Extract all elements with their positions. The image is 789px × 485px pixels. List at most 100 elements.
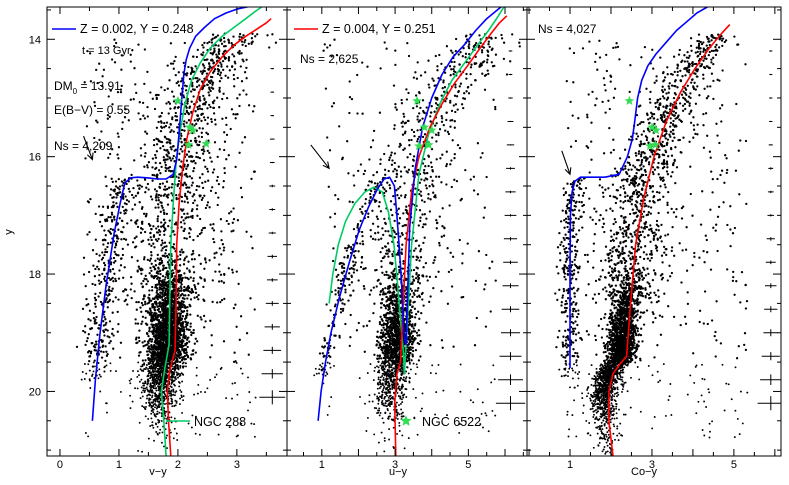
data-point [159,397,162,400]
data-point [94,283,97,287]
data-point [186,212,189,215]
data-point [137,43,140,46]
data-point [186,186,189,189]
data-point [123,116,127,119]
data-point [179,312,182,315]
data-point [156,398,159,401]
data-point [141,450,144,453]
data-point [157,334,160,337]
data-point [164,305,167,309]
data-point [247,42,250,45]
data-point [99,145,102,149]
data-point [167,253,171,256]
data-point [179,340,182,343]
data-point [172,390,175,393]
data-point [383,217,386,221]
data-point [155,356,158,359]
data-point [206,149,209,153]
data-point [167,263,171,266]
data-point [432,191,435,194]
data-point [183,200,186,203]
data-point [414,312,418,316]
data-point [206,116,210,119]
data-point [189,325,192,328]
data-point [377,399,380,402]
data-point [435,140,438,143]
data-point [166,342,169,345]
data-point [234,382,236,384]
data-point [178,385,181,388]
data-point [163,445,165,448]
data-point [423,133,427,136]
data-point [177,80,180,83]
data-point [206,204,209,207]
data-point [191,249,195,253]
data-point [166,187,169,191]
data-point [143,382,146,385]
data-point [190,258,194,261]
data-point [173,371,175,374]
data-point [147,390,150,393]
data-point [478,34,481,37]
data-point [148,224,152,227]
data-point [375,285,378,288]
data-point [196,105,199,109]
data-point [198,97,201,100]
data-point [198,104,201,107]
data-point [166,434,168,437]
data-point [106,205,110,208]
data-point [227,267,230,270]
data-point [183,222,186,225]
data-point [145,278,148,281]
data-point [134,194,138,198]
data-point [149,319,153,322]
data-point [155,176,159,179]
data-point [95,349,98,352]
data-point [159,305,163,308]
data-point [91,282,94,286]
data-point [159,363,162,366]
data-point [153,380,156,383]
data-point [130,173,133,177]
data-point [386,321,390,325]
data-point [216,72,220,76]
data-point [111,180,114,184]
error-bar [267,278,278,282]
data-point [321,362,324,365]
data-point [144,130,147,133]
data-point [141,268,144,271]
data-point [154,339,157,342]
data-point [245,332,249,335]
data-point [166,64,169,67]
data-point [225,123,228,127]
data-point [103,366,106,369]
data-point [213,256,216,259]
data-point [150,238,153,242]
data-point [162,368,165,371]
data-point [266,34,269,37]
data-point [163,126,166,129]
data-point [187,150,191,153]
data-point [271,33,274,36]
data-point [114,41,118,45]
data-point [159,129,163,133]
data-point [157,196,160,199]
data-point [136,370,139,373]
data-point [155,331,158,334]
data-point [169,431,172,434]
data-point [104,219,107,223]
data-point [105,402,108,405]
data-point [170,350,173,353]
data-point [141,359,145,362]
data-point [173,160,176,163]
data-point [157,237,160,241]
data-point [180,317,184,321]
data-point [438,244,441,247]
data-point [192,279,195,283]
data-point [212,51,215,54]
data-point [213,68,217,71]
data-point [163,314,166,317]
data-point [483,288,486,291]
data-point [420,194,423,197]
data-point [226,76,230,79]
